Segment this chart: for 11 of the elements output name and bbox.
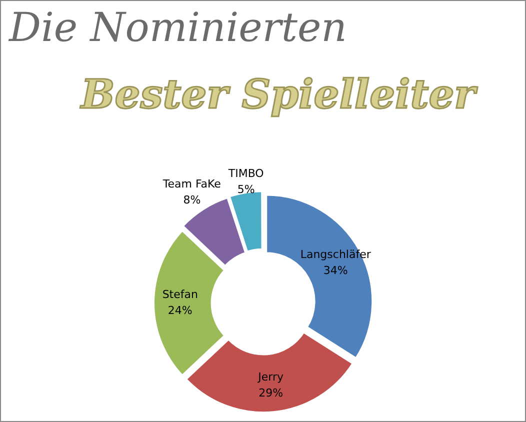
slice-label: Stefan bbox=[162, 288, 198, 301]
data-label: 8% bbox=[183, 194, 201, 207]
slice-label: TIMBO bbox=[227, 167, 264, 180]
data-label: 29% bbox=[258, 386, 284, 400]
slice-label: Jerry bbox=[257, 370, 284, 384]
data-label: 34% bbox=[323, 264, 348, 277]
data-label: 5% bbox=[237, 183, 255, 196]
chart-title: Die Nominierten bbox=[9, 5, 347, 51]
slice-label: Team FaKe bbox=[162, 178, 222, 191]
data-label: 24% bbox=[168, 304, 192, 317]
chart-subtitle: Bester Spielleiter bbox=[81, 71, 476, 118]
